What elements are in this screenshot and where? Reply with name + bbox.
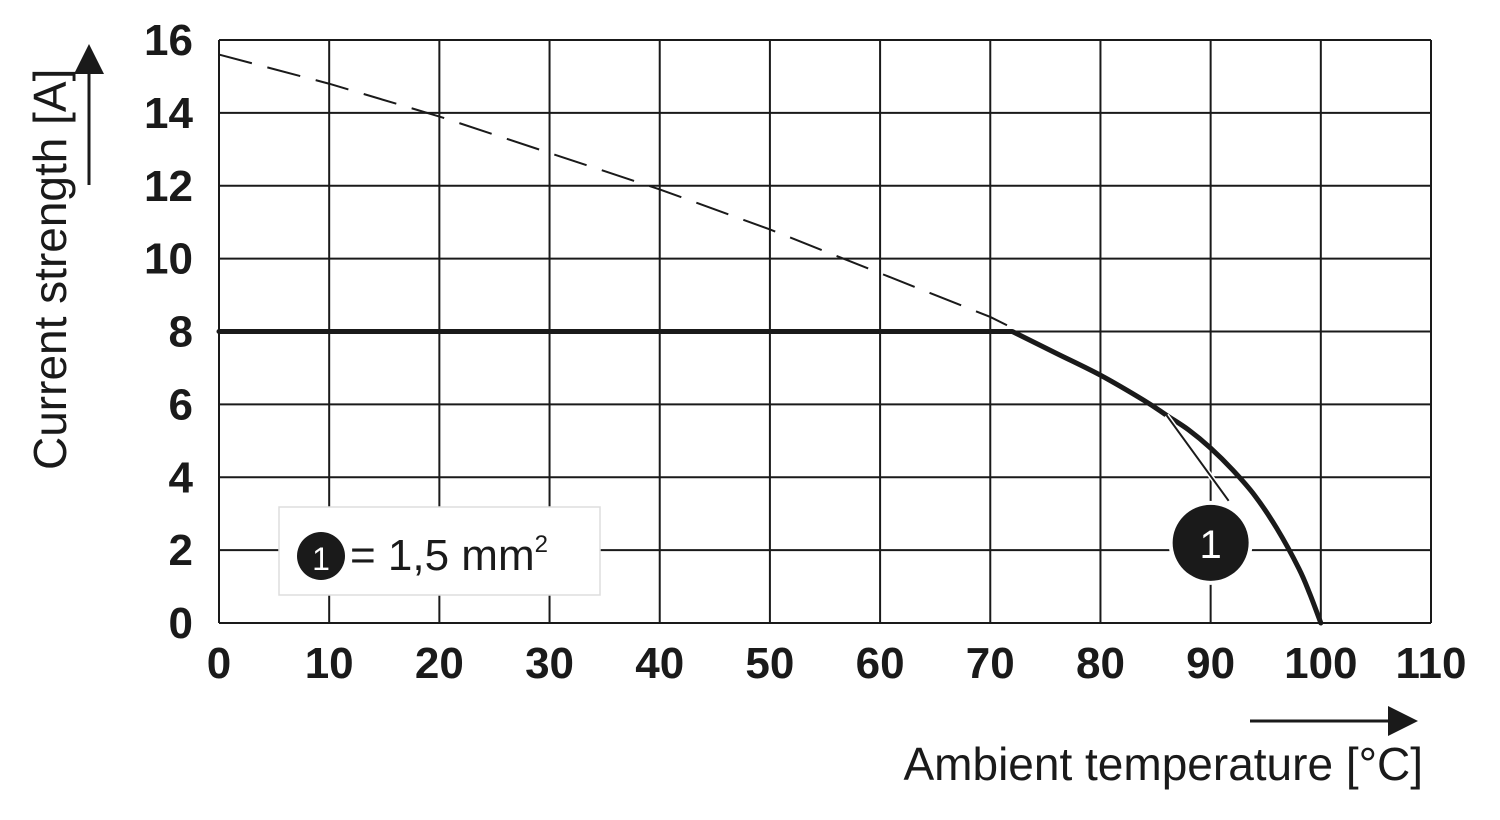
x-tick-label-110: 110 bbox=[1396, 639, 1467, 688]
x-tick-label-100: 100 bbox=[1284, 639, 1357, 688]
x-tick-label-60: 60 bbox=[856, 639, 905, 688]
y-tick-label-8: 8 bbox=[169, 308, 193, 357]
x-tick-label-70: 70 bbox=[966, 639, 1015, 688]
y-tick-label-6: 6 bbox=[169, 380, 193, 429]
annotation-layer: 1 bbox=[1164, 413, 1253, 585]
y-tick-label-0: 0 bbox=[169, 599, 193, 648]
legend: 1 = 1,5 mm2 bbox=[278, 506, 601, 596]
x-tick-label-0: 0 bbox=[207, 639, 231, 688]
x-tick-label-80: 80 bbox=[1076, 639, 1125, 688]
series-dashed-line bbox=[218, 53, 1013, 329]
x-tick-label-20: 20 bbox=[415, 639, 464, 688]
series-layer bbox=[216, 53, 1324, 626]
x-tick-label-90: 90 bbox=[1186, 639, 1235, 688]
y-tick-label-2: 2 bbox=[169, 526, 193, 575]
annotation-marker bbox=[1172, 504, 1249, 581]
y-tick-label-14: 14 bbox=[144, 89, 193, 138]
y-axis-title: Current strength [A] bbox=[24, 69, 76, 470]
series-solid-line bbox=[216, 329, 1324, 626]
legend-text-superscript: 2 bbox=[535, 531, 548, 558]
x-axis-title: Ambient temperature [°C] bbox=[904, 738, 1424, 790]
y-tick-label-16: 16 bbox=[144, 16, 193, 65]
y-axis-title-group: Current strength [A] bbox=[24, 44, 104, 470]
legend-text: = 1,5 mm2 bbox=[350, 531, 548, 580]
legend-text-main: = 1,5 mm bbox=[350, 531, 535, 580]
x-tick-labels: 0 10 20 30 40 50 60 70 80 90 100 110 bbox=[207, 639, 1467, 688]
legend-marker-label: 1 bbox=[312, 541, 330, 577]
x-tick-label-50: 50 bbox=[745, 639, 794, 688]
x-tick-label-10: 10 bbox=[305, 639, 354, 688]
x-tick-label-30: 30 bbox=[525, 639, 574, 688]
y-tick-labels: 0 2 4 6 8 10 12 14 16 bbox=[144, 16, 193, 648]
legend-marker bbox=[297, 532, 345, 580]
y-tick-label-4: 4 bbox=[169, 453, 194, 502]
y-tick-label-10: 10 bbox=[144, 235, 193, 284]
x-tick-label-40: 40 bbox=[635, 639, 684, 688]
y-tick-label-12: 12 bbox=[144, 162, 193, 211]
annotation-marker-label: 1 bbox=[1200, 523, 1222, 567]
x-axis-title-group: Ambient temperature [°C] bbox=[904, 706, 1424, 790]
annotation-leader bbox=[1165, 414, 1230, 502]
